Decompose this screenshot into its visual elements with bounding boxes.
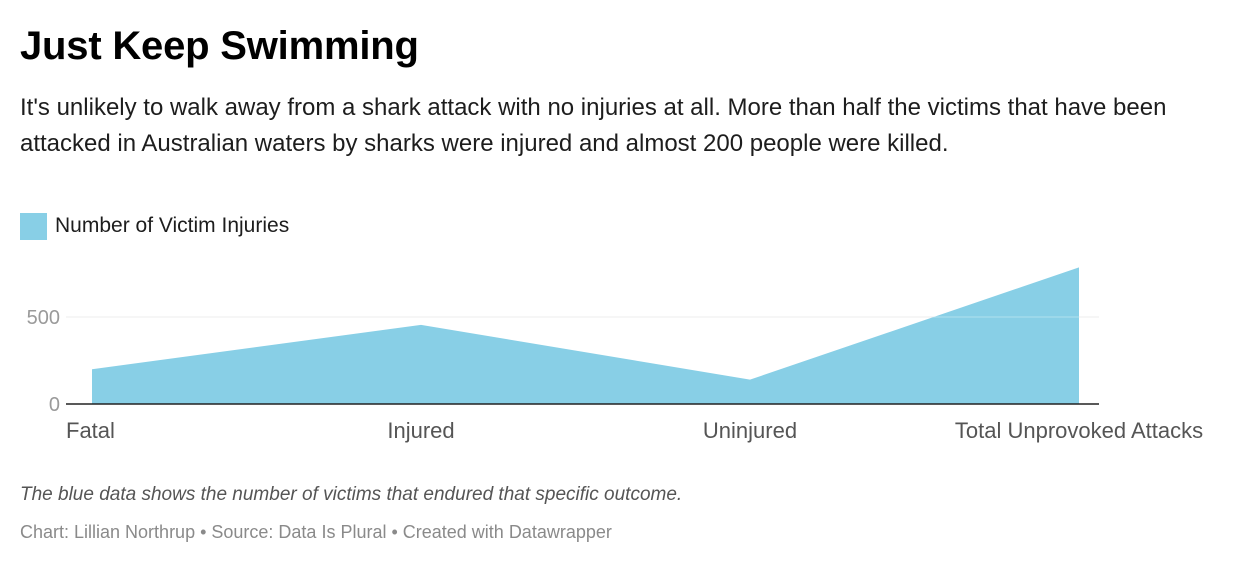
x-tick-label: Uninjured bbox=[703, 418, 797, 443]
y-tick-label: 0 bbox=[49, 394, 60, 416]
x-tick-label: Fatal bbox=[66, 418, 115, 443]
chart-byline: Chart: Lillian Northrup • Source: Data I… bbox=[20, 522, 612, 542]
chart-title: Just Keep Swimming bbox=[20, 24, 419, 68]
x-tick-label: Injured bbox=[387, 418, 454, 443]
legend: Number of Victim Injuries bbox=[20, 212, 289, 240]
x-tick-label: Total Unprovoked Attacks bbox=[955, 418, 1203, 443]
legend-swatch bbox=[20, 212, 47, 240]
y-tick-label: 500 bbox=[27, 307, 60, 329]
area-series bbox=[92, 267, 1079, 404]
legend-label: Number of Victim Injuries bbox=[55, 214, 290, 237]
chart-notes: The blue data shows the number of victim… bbox=[20, 484, 683, 505]
chart-subtitle: It's unlikely to walk away from a shark … bbox=[20, 94, 1167, 157]
